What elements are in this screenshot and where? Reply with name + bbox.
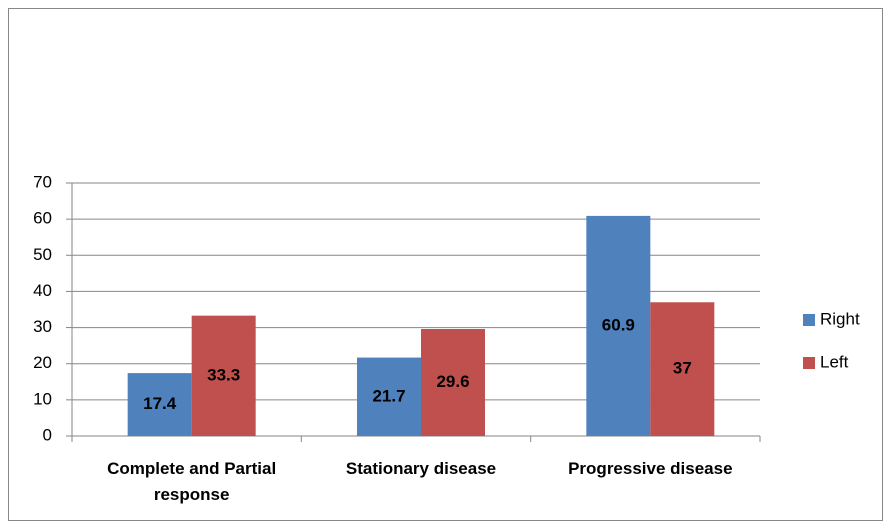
- chart-border: [8, 8, 883, 521]
- y-tick-label: 10: [33, 389, 52, 408]
- bar: [650, 302, 715, 436]
- y-tick-label: 60: [33, 209, 52, 228]
- x-tick-label: Complete and Partial response: [107, 459, 277, 504]
- data-label: 17.4: [143, 394, 177, 413]
- bar: [127, 373, 192, 436]
- legend-label: Right: [820, 309, 860, 328]
- data-label: 33.3: [207, 365, 240, 384]
- y-tick-label: 30: [33, 317, 52, 336]
- y-tick-label: 70: [33, 172, 52, 191]
- legend-label: Left: [820, 352, 849, 371]
- y-tick-label: 40: [33, 281, 52, 300]
- bar: [357, 357, 421, 436]
- data-label: 37: [673, 359, 692, 378]
- x-tick-label: Progressive disease: [568, 459, 733, 478]
- data-label: 29.6: [436, 372, 469, 391]
- y-tick-label: 20: [33, 353, 52, 372]
- legend-swatch: [803, 314, 815, 326]
- legend-swatch: [803, 357, 815, 369]
- data-label: 21.7: [372, 386, 405, 405]
- x-tick-label: Stationary disease: [345, 459, 497, 478]
- y-tick-label: 0: [43, 425, 52, 444]
- bar: [586, 215, 651, 436]
- bar: [421, 329, 485, 436]
- bar: [191, 315, 256, 436]
- data-label: 60.9: [602, 315, 635, 334]
- y-tick-label: 50: [33, 245, 52, 264]
